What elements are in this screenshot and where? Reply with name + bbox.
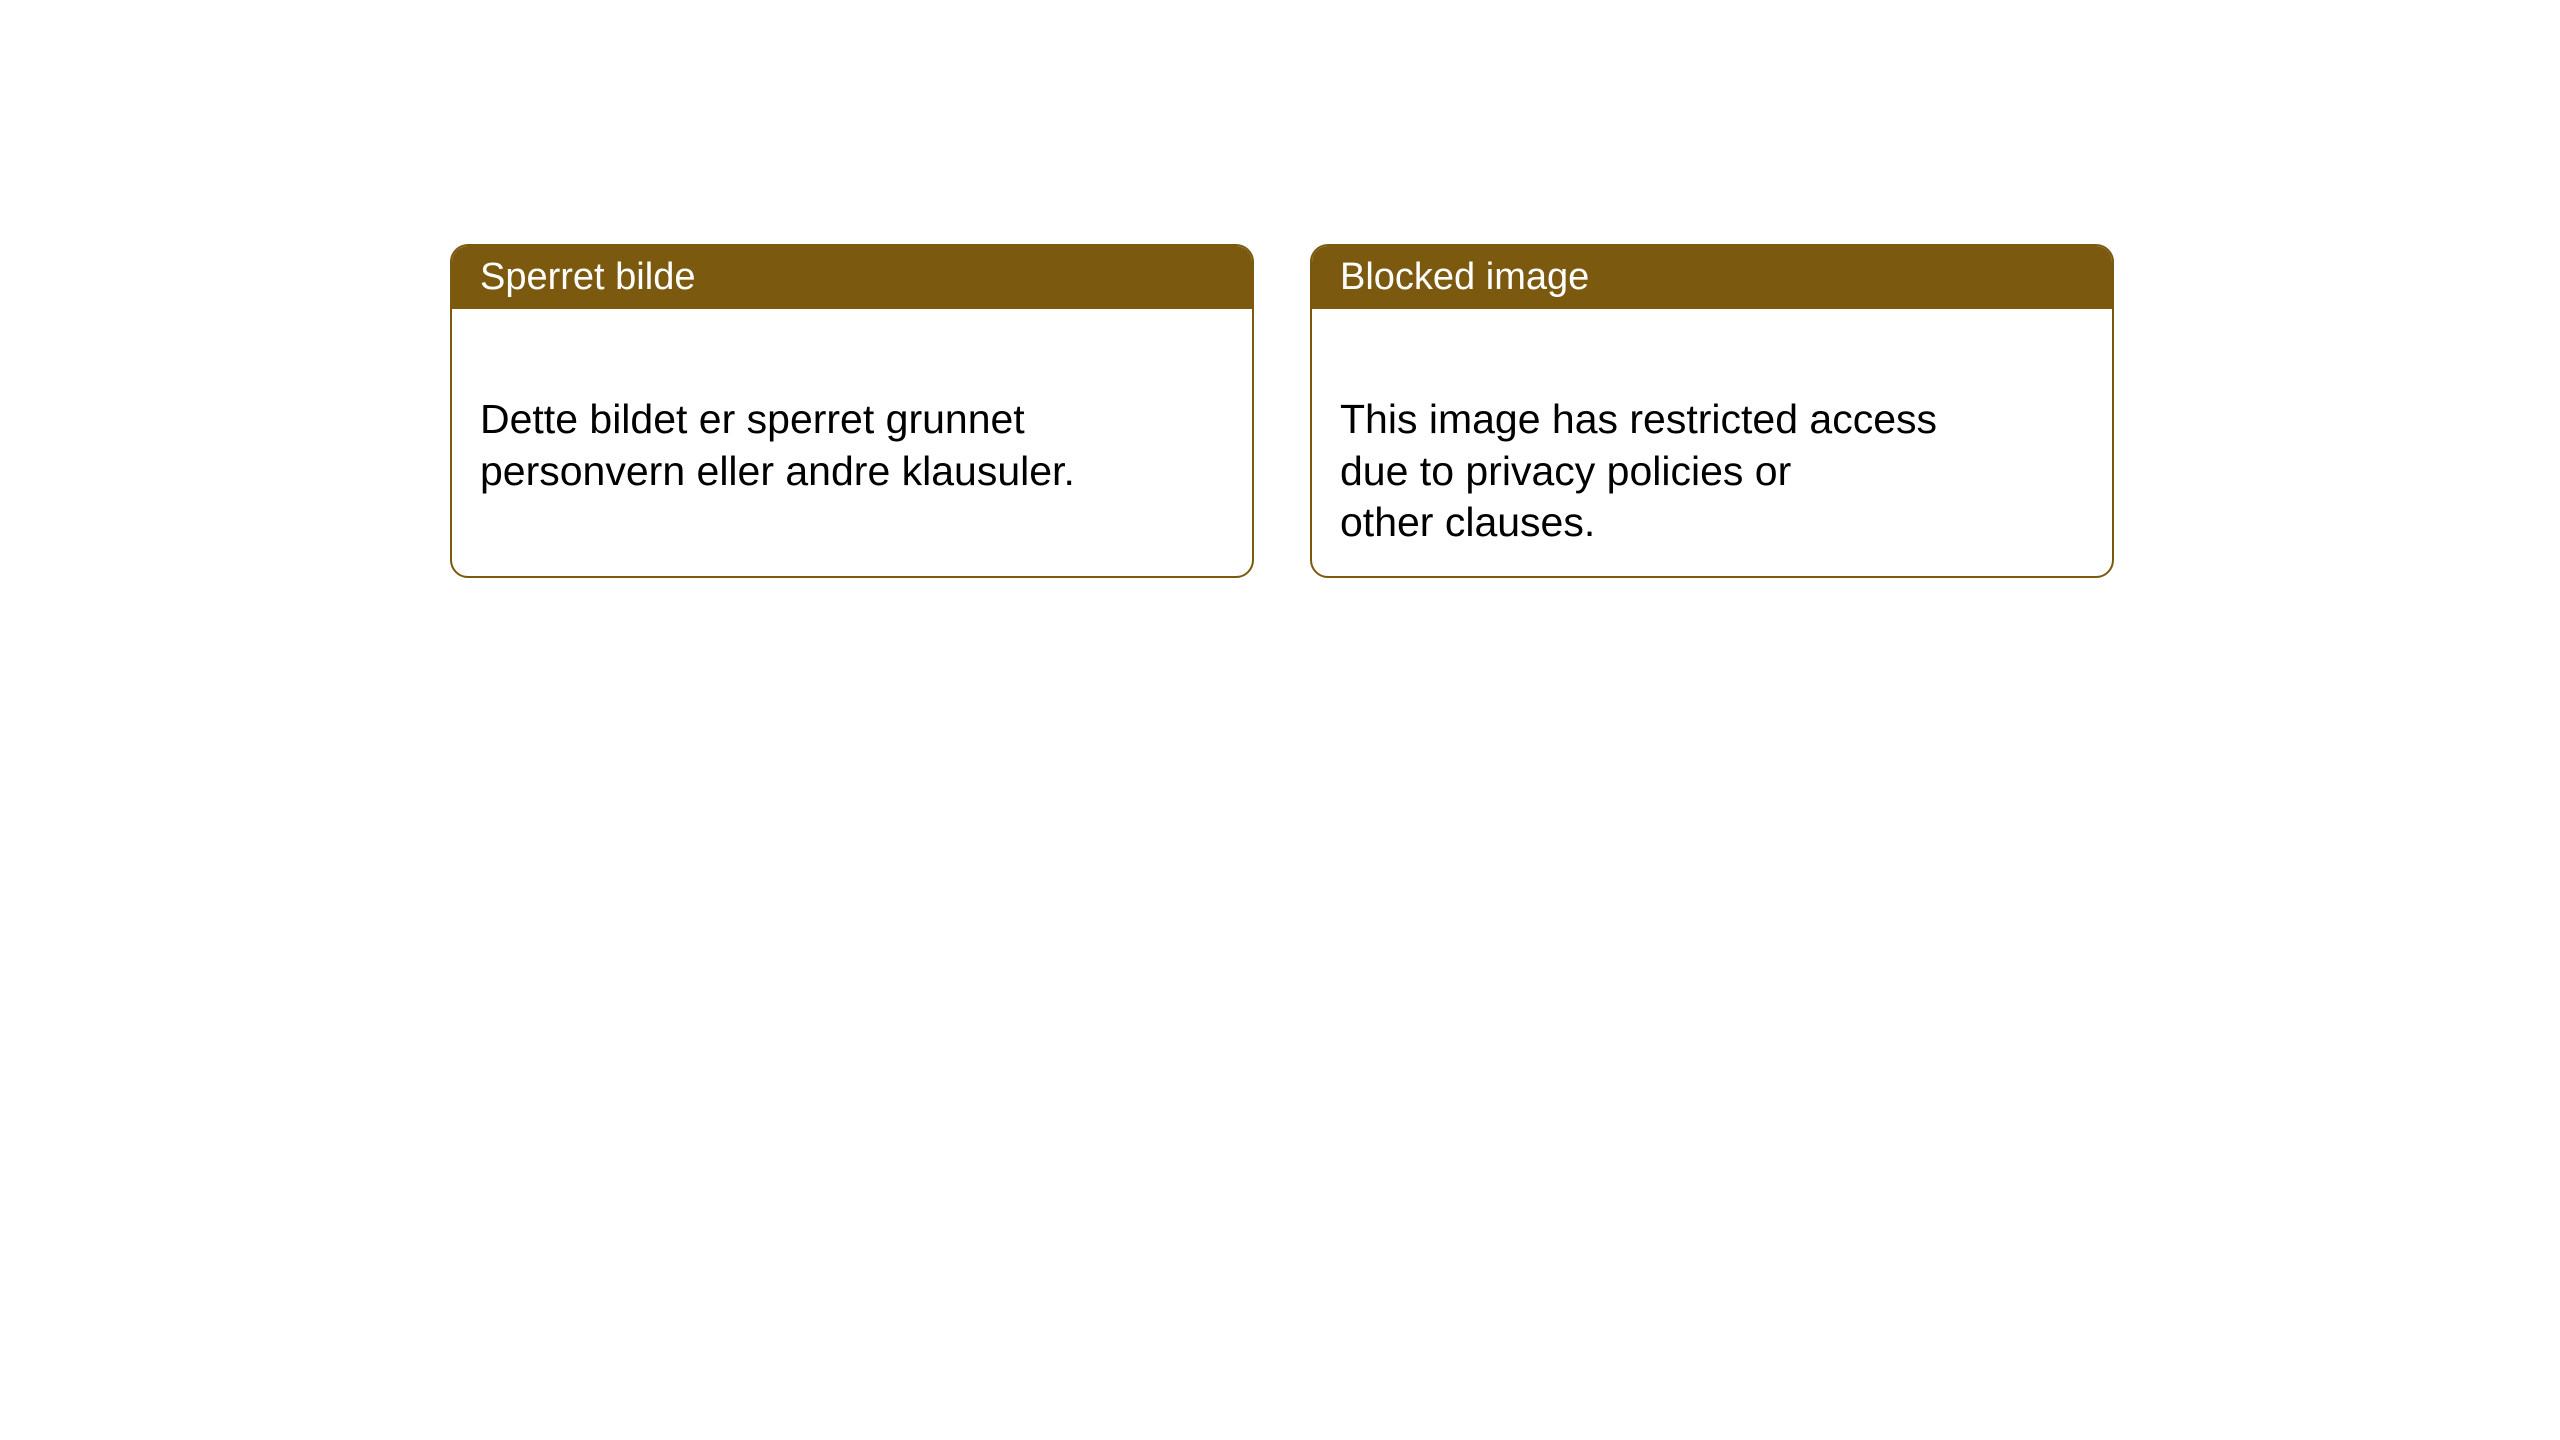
notice-box-english: Blocked image This image has restricted … [1310,244,2114,578]
notice-text: This image has restricted access due to … [1340,396,1937,545]
notice-container: Sperret bilde Dette bildet er sperret gr… [450,244,2114,578]
notice-body: Dette bildet er sperret grunnet personve… [452,309,1252,531]
notice-header: Blocked image [1312,246,2112,309]
notice-text: Dette bildet er sperret grunnet personve… [480,396,1075,493]
notice-box-norwegian: Sperret bilde Dette bildet er sperret gr… [450,244,1254,578]
notice-title: Blocked image [1340,256,1589,298]
notice-body: This image has restricted access due to … [1312,309,2112,578]
notice-header: Sperret bilde [452,246,1252,309]
notice-title: Sperret bilde [480,256,695,298]
